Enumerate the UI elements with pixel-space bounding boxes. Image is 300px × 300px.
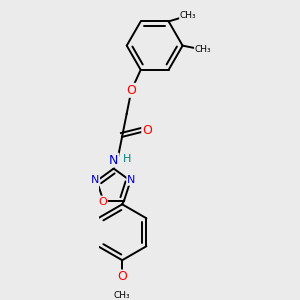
Text: H: H: [122, 154, 131, 164]
Text: O: O: [142, 124, 152, 137]
Text: O: O: [117, 271, 127, 284]
Text: N: N: [91, 175, 99, 185]
Text: O: O: [126, 84, 136, 97]
Text: CH₃: CH₃: [114, 291, 130, 300]
Text: N: N: [127, 175, 136, 185]
Text: CH₃: CH₃: [195, 45, 212, 54]
Text: O: O: [98, 196, 107, 206]
Text: CH₃: CH₃: [180, 11, 196, 20]
Text: N: N: [109, 154, 118, 167]
